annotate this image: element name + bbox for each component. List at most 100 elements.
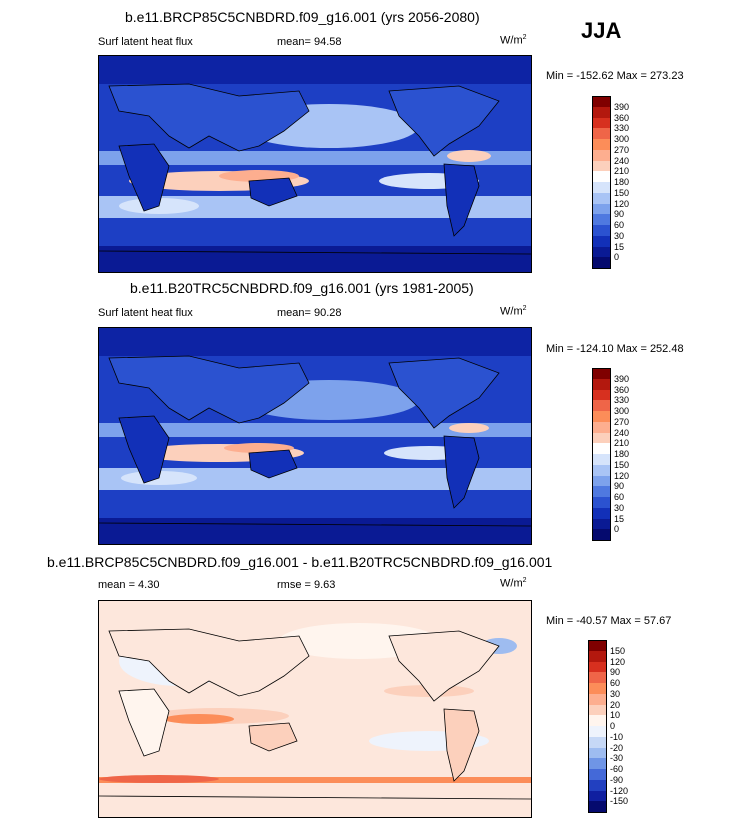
colorbar-tick-label: 15 bbox=[614, 513, 625, 524]
colorbar-tick-label: 390 bbox=[614, 373, 630, 384]
colorbar-swatch bbox=[588, 683, 607, 695]
colorbar-swatch bbox=[592, 518, 611, 530]
colorbar-swatch bbox=[592, 507, 611, 519]
colorbar-swatch bbox=[592, 378, 611, 390]
colorbar-swatch bbox=[592, 464, 611, 476]
colorbar-swatch bbox=[592, 257, 611, 269]
panel-2-field-label: Surf latent heat flux bbox=[98, 307, 193, 319]
colorbar-swatch bbox=[592, 214, 611, 226]
colorbar-tick-label: 60 bbox=[610, 678, 621, 688]
colorbar-tick-label: 30 bbox=[610, 688, 621, 699]
colorbar-swatch bbox=[592, 235, 611, 247]
colorbar-tick-label: -60 bbox=[610, 764, 624, 774]
colorbar-swatch bbox=[592, 182, 611, 194]
colorbar-tick-label: 60 bbox=[614, 492, 625, 502]
colorbar-tick-label: 90 bbox=[610, 667, 621, 678]
colorbar-tick-label: 300 bbox=[614, 406, 630, 416]
panel-1-field-label: Surf latent heat flux bbox=[98, 36, 193, 48]
colorbar-swatch bbox=[588, 769, 607, 781]
colorbar-tick-label: 240 bbox=[614, 155, 630, 166]
colorbar-tick-label: 270 bbox=[614, 416, 630, 427]
colorbar-swatch bbox=[588, 747, 607, 759]
colorbar-swatch bbox=[588, 801, 607, 813]
colorbar-tick-label: -20 bbox=[610, 742, 624, 753]
colorbar-swatch bbox=[592, 497, 611, 509]
colorbar-swatch bbox=[592, 389, 611, 401]
colorbar-swatch bbox=[588, 693, 607, 705]
colorbar-swatch bbox=[592, 368, 611, 380]
colorbar-swatch bbox=[592, 421, 611, 433]
colorbar-tick-label: 90 bbox=[614, 209, 625, 220]
panel-3-colorbar: 150 120 90 60 30 20 10 0 -10 -20 -30 -60 -90 -120 -150 bbox=[588, 640, 648, 813]
colorbar-tick-label: 15 bbox=[614, 241, 625, 252]
colorbar-swatch bbox=[588, 790, 607, 802]
colorbar-tick-label: -10 bbox=[610, 731, 624, 742]
panel-1-mean-label: mean= 94.58 bbox=[277, 36, 342, 48]
colorbar-swatch bbox=[592, 203, 611, 215]
colorbar-swatch bbox=[588, 758, 607, 770]
colorbar-tick-label: 300 bbox=[614, 134, 630, 144]
colorbar-tick-label: 210 bbox=[614, 166, 630, 177]
colorbar-tick-label: 0 bbox=[614, 524, 620, 535]
colorbar-tick-label: 330 bbox=[614, 395, 630, 406]
colorbar-swatch bbox=[592, 192, 611, 204]
colorbar-swatch bbox=[588, 640, 607, 652]
colorbar-swatch bbox=[588, 736, 607, 748]
colorbar-tick-label: 180 bbox=[614, 449, 630, 459]
panel-2-colorbar: 390 360 330 300 270 240 210 180 150 120 90 60 30 15 0 bbox=[592, 368, 652, 541]
panel-2-minmax: Min = -124.10 Max = 252.48 bbox=[546, 343, 684, 355]
colorbar-tick-label: 150 bbox=[614, 459, 630, 470]
colorbar-swatch bbox=[592, 400, 611, 412]
colorbar-tick-label: 0 bbox=[614, 252, 620, 263]
colorbar-tick-label: 10 bbox=[610, 710, 621, 721]
colorbar-tick-label: 390 bbox=[614, 101, 630, 112]
colorbar-swatch bbox=[592, 225, 611, 237]
colorbar-swatch bbox=[588, 779, 607, 791]
colorbar-swatch bbox=[588, 650, 607, 662]
colorbar-tick-label: 330 bbox=[614, 123, 630, 134]
panel-2-title: b.e11.B20TRC5CNBDRD.f09_g16.001 (yrs 198… bbox=[130, 280, 474, 296]
panel-2-units: W/m2 bbox=[500, 305, 527, 318]
colorbar-tick-label: 30 bbox=[614, 502, 625, 513]
colorbar-tick-label: 20 bbox=[610, 699, 621, 710]
panel-1-title: b.e11.BRCP85C5CNBDRD.f09_g16.001 (yrs 20… bbox=[125, 9, 480, 25]
colorbar-tick-label: 180 bbox=[614, 177, 630, 187]
panel-3-map bbox=[98, 600, 532, 818]
colorbar-swatch bbox=[592, 443, 611, 455]
colorbar-swatch bbox=[592, 411, 611, 423]
panel-3-minmax: Min = -40.57 Max = 57.67 bbox=[546, 615, 672, 627]
panel-1-units: W/m2 bbox=[500, 34, 527, 47]
panel-1-map bbox=[98, 55, 532, 273]
colorbar-swatch bbox=[592, 454, 611, 466]
colorbar-swatch bbox=[588, 726, 607, 738]
panel-3-rmse-label: rmse = 9.63 bbox=[277, 579, 336, 591]
colorbar-swatch bbox=[588, 704, 607, 716]
colorbar-swatch bbox=[592, 106, 611, 118]
colorbar-swatch bbox=[588, 661, 607, 673]
colorbar-swatch bbox=[592, 149, 611, 161]
season-label: JJA bbox=[581, 18, 622, 43]
panel-3-units: W/m2 bbox=[500, 577, 527, 590]
colorbar-tick-label: 210 bbox=[614, 438, 630, 449]
colorbar-tick-label: -120 bbox=[610, 785, 629, 796]
colorbar-swatch bbox=[592, 139, 611, 151]
colorbar-swatch bbox=[592, 171, 611, 183]
colorbar-tick-label: 150 bbox=[610, 645, 626, 656]
colorbar-tick-label: 120 bbox=[614, 198, 630, 209]
colorbar-swatch bbox=[592, 96, 611, 108]
colorbar-swatch bbox=[588, 672, 607, 684]
colorbar-swatch bbox=[592, 160, 611, 172]
panel-1-colorbar: 390 360 330 300 270 240 210 180 150 120 90 60 30 15 0 bbox=[592, 96, 652, 269]
colorbar-swatch bbox=[592, 486, 611, 498]
colorbar-tick-label: 60 bbox=[614, 220, 625, 230]
colorbar-swatch bbox=[588, 715, 607, 727]
colorbar-swatch bbox=[592, 246, 611, 258]
colorbar-tick-label: -30 bbox=[610, 753, 624, 764]
panel-3-mean-label: mean = 4.30 bbox=[98, 579, 160, 591]
panel-2-map bbox=[98, 327, 532, 545]
colorbar-tick-label: 240 bbox=[614, 427, 630, 438]
colorbar-swatch bbox=[592, 475, 611, 487]
colorbar-tick-label: 360 bbox=[614, 112, 630, 123]
panel-3-title: b.e11.BRCP85C5CNBDRD.f09_g16.001 - b.e11… bbox=[47, 554, 553, 570]
colorbar-tick-label: 0 bbox=[610, 721, 616, 731]
